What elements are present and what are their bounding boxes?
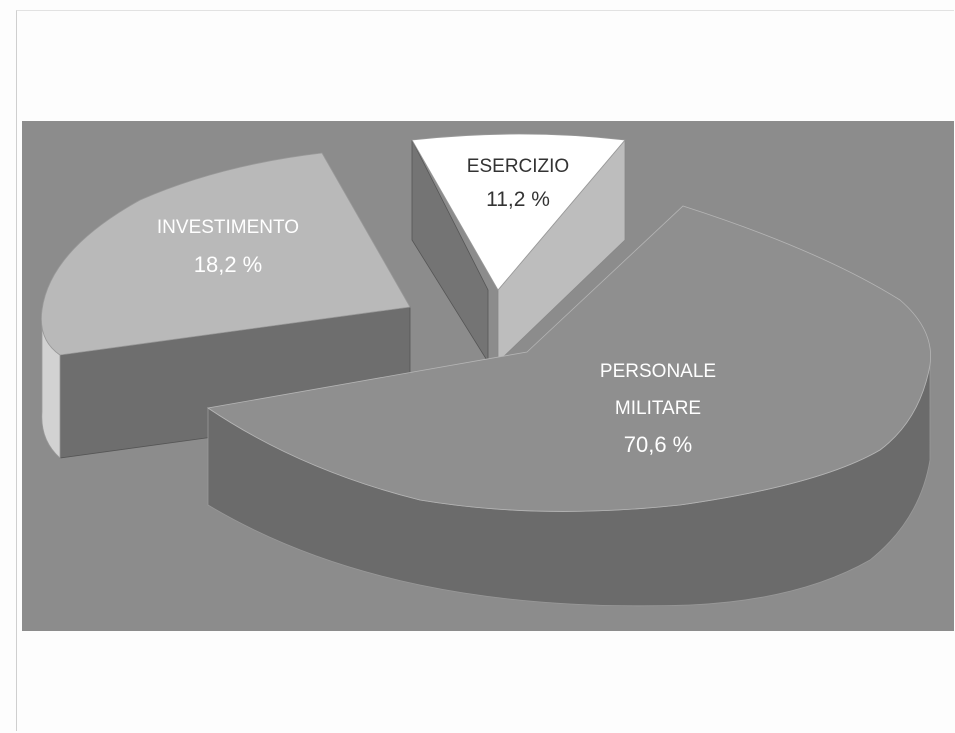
slice-esercizio-label: ESERCIZIO (467, 156, 569, 177)
slice-investimento-label: INVESTIMENTO (157, 217, 299, 238)
slice-personale-label-line2: MILITARE (615, 398, 701, 419)
slice-investimento-value: 18,2 % (194, 252, 263, 277)
slice-personale-militare: PERSONALE MILITARE 70,6 % (206, 205, 932, 607)
slice-esercizio: ESERCIZIO 11,2 % (411, 133, 626, 364)
slice-personale-label-line1: PERSONALE (600, 361, 716, 382)
scan-frame (16, 10, 954, 731)
slice-esercizio-side-left (411, 139, 489, 364)
slice-personale-top (206, 205, 932, 512)
slice-esercizio-top (411, 133, 626, 291)
slice-personale-value: 70,6 % (624, 432, 693, 457)
slice-investimento-top (41, 152, 411, 356)
slice-esercizio-value: 11,2 % (486, 188, 550, 211)
